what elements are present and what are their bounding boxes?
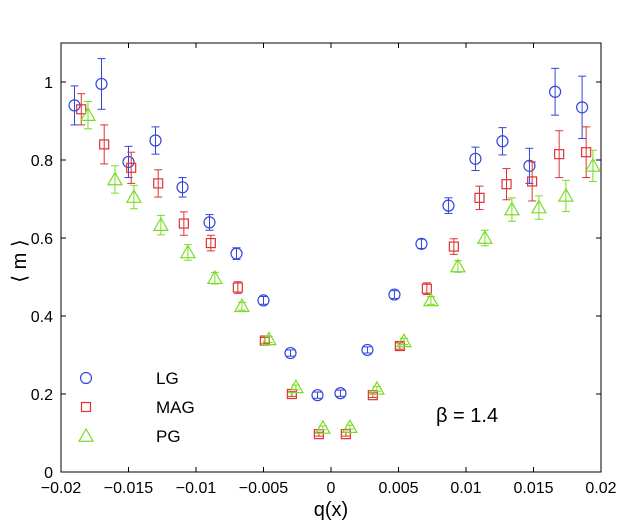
y-tick-label: 0.2 <box>31 387 53 404</box>
data-point-pg <box>260 331 277 346</box>
data-point-pg <box>476 229 493 244</box>
x-tick-label: 0.015 <box>513 480 553 497</box>
data-point-pg <box>206 269 223 285</box>
data-point-lg <box>149 134 162 147</box>
data-point-mag <box>554 149 565 160</box>
legend-marker-lg <box>79 371 93 385</box>
data-point-lg <box>122 155 135 169</box>
data-point-pg <box>341 418 358 433</box>
data-point-mag <box>340 429 351 440</box>
data-point-mag <box>99 139 110 150</box>
data-point-mag <box>76 104 87 115</box>
data-point-lg <box>496 135 509 148</box>
data-point-pg <box>503 201 520 216</box>
data-point-lg <box>415 237 428 250</box>
y-tick-label: 0.8 <box>31 153 53 170</box>
data-point-lg <box>469 152 482 165</box>
data-point-lg <box>523 159 536 172</box>
data-point-lg <box>311 389 324 402</box>
data-point-mag <box>178 218 189 229</box>
data-point-lg <box>230 247 243 260</box>
data-point-lg <box>176 181 189 194</box>
data-point-mag <box>474 192 485 203</box>
y-tick-label: 0.6 <box>31 231 53 248</box>
data-point-pg <box>179 244 196 259</box>
data-point-lg <box>361 343 374 357</box>
x-tick-label: −0.01 <box>176 480 217 497</box>
x-tick-label: 0.005 <box>378 480 418 497</box>
data-point-lg <box>203 216 216 229</box>
series-lg <box>68 58 589 402</box>
data-point-mag <box>527 176 538 187</box>
y-tick-label: 1 <box>44 75 53 92</box>
y-tick-label: 0 <box>44 465 53 482</box>
data-point-lg <box>388 288 401 301</box>
legend: LG MAG PG <box>77 369 195 446</box>
data-point-pg <box>368 380 385 395</box>
series-pg <box>79 101 601 434</box>
data-point-mag <box>581 147 592 158</box>
beta-annotation: β = 1.4 <box>436 405 498 427</box>
data-point-mag <box>126 162 137 173</box>
data-point-mag <box>313 429 324 440</box>
data-point-mag <box>501 179 512 190</box>
data-point-pg <box>584 157 601 172</box>
x-axis-ticks: −0.02 −0.015 −0.01 −0.005 0 0.005 0.01 0.015 0.0… <box>41 43 617 497</box>
data-point-pg <box>152 216 169 231</box>
data-point-pg <box>449 258 466 273</box>
x-tick-label: −0.015 <box>104 480 153 497</box>
data-point-mag <box>421 283 432 294</box>
data-point-mag <box>205 237 216 249</box>
data-point-lg <box>257 294 270 307</box>
data-point-lg <box>575 101 589 114</box>
data-point-pg <box>287 379 304 394</box>
data-point-pg <box>233 298 250 313</box>
data-point-pg <box>314 419 331 434</box>
data-point-lg <box>284 346 297 360</box>
data-point-pg <box>395 333 412 348</box>
legend-label-mag: MAG <box>156 398 195 417</box>
data-point-mag <box>232 282 243 293</box>
data-point-lg <box>334 387 347 400</box>
data-point-lg <box>95 77 108 91</box>
x-tick-label: 0.02 <box>585 480 616 497</box>
legend-marker-mag <box>80 401 92 413</box>
data-point-pg <box>106 171 124 186</box>
data-point-lg <box>442 199 455 212</box>
x-tick-label: 0 <box>327 480 336 497</box>
series-mag <box>76 93 592 440</box>
data-point-mag <box>153 178 164 189</box>
legend-marker-pg <box>77 427 95 442</box>
data-point-pg <box>79 106 97 122</box>
data-point-pg <box>557 187 574 202</box>
data-point-mag <box>286 388 297 400</box>
legend-label-lg: LG <box>156 369 179 388</box>
data-point-pg <box>530 199 547 214</box>
x-tick-label: −0.02 <box>41 480 82 497</box>
y-axis-label: ⟨ m ⟩ <box>9 239 31 282</box>
y-axis-ticks: 0 0.2 0.4 0.6 0.8 1 <box>31 75 601 482</box>
x-tick-label: −0.005 <box>239 480 288 497</box>
x-axis-label: q(x) <box>314 499 348 521</box>
y-tick-label: 0.4 <box>31 309 53 326</box>
x-tick-label: 0.01 <box>450 480 481 497</box>
legend-label-pg: PG <box>156 427 181 446</box>
data-point-mag <box>367 390 378 401</box>
data-series-layer <box>68 58 601 440</box>
data-point-lg <box>548 85 562 98</box>
data-point-pg <box>422 292 439 307</box>
data-point-pg <box>125 188 142 203</box>
data-point-mag <box>448 241 459 252</box>
